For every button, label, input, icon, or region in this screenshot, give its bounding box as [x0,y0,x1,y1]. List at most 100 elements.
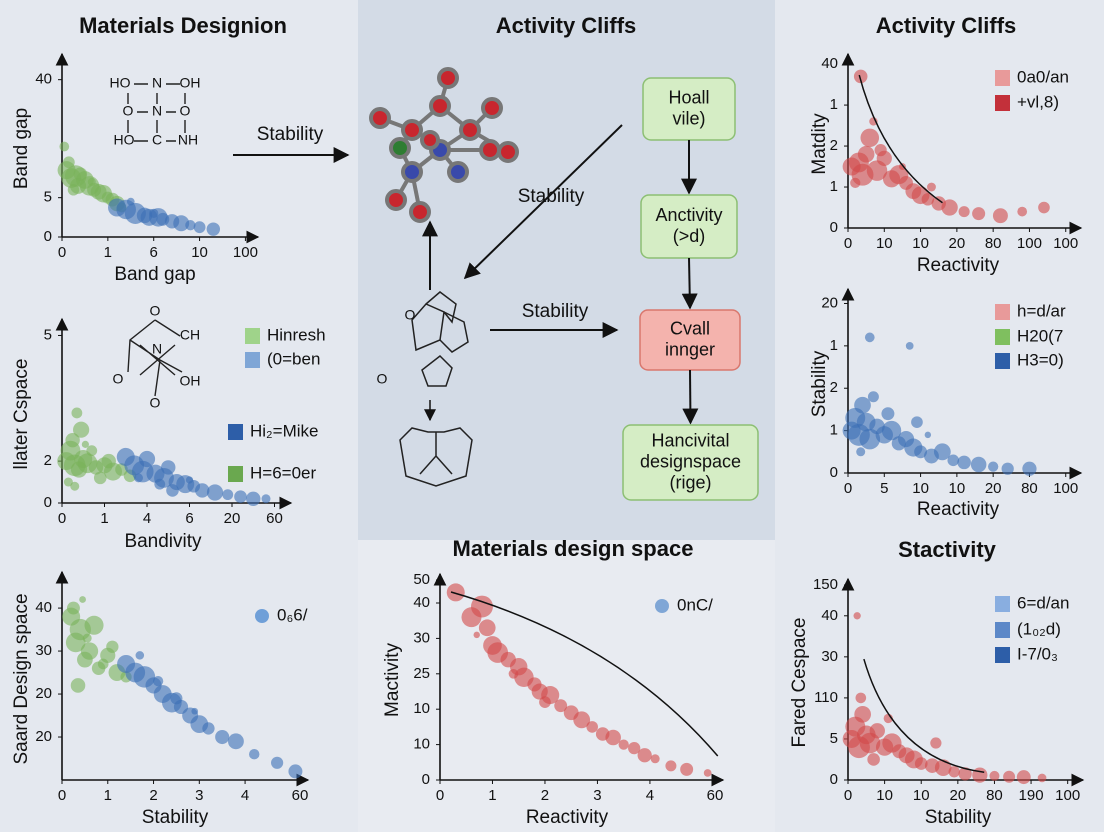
scatter-point [1016,770,1031,785]
scatter-point [914,445,928,459]
x-tick-label: 20 [985,480,1002,497]
legend-label: 0a0/an [1017,67,1069,86]
scatter-point [881,407,895,421]
legend-label: (1₀₂d) [1017,619,1061,638]
scatter-point [65,432,80,448]
x-tick-label: 4 [241,787,249,804]
scatter-point [650,754,660,764]
y-axis-label: Saard Design space [11,593,32,764]
scatter-point [446,583,465,602]
y-tick-label: 1 [830,96,838,113]
x-tick-label: 60 [292,787,309,804]
scatter-point [473,631,480,639]
x-axis-label: Reactivity [526,807,609,828]
legend-marker [655,599,669,613]
y-tick-label: 5 [44,326,52,343]
x-tick-label: 100 [1053,235,1078,252]
scatter-point [665,760,677,772]
legend-label: I-7/0₃ [1017,644,1058,663]
scatter-point [947,454,960,467]
y-tick-label: 40 [35,599,52,616]
node-label: (rige) [669,472,711,492]
node-label: innger [665,339,715,359]
chart-title: Materials Designion [79,13,287,38]
scatter-point [154,478,166,490]
scatter-point [972,207,986,221]
scatter-point [958,767,972,781]
scatter-point [234,490,247,504]
edge-label: Stability [518,186,585,207]
scatter-point [246,491,261,507]
x-tick-label: 100 [1055,787,1080,804]
scatter-point [79,596,86,603]
bottom-center-panel [358,540,775,832]
flow-node [622,424,759,501]
x-axis-label: Reactivity [917,255,1000,276]
y-tick-label: 0 [830,219,838,236]
y-tick-label: 10 [413,700,430,717]
scatter-point [63,156,75,169]
legend-marker [228,466,243,482]
y-tick-label: 20 [35,685,52,702]
y-axis-label: Matdity [809,113,830,175]
scatter-point [860,128,880,148]
scatter-point [881,420,902,441]
y-tick-label: 1 [830,422,838,439]
scatter-point [1037,773,1047,783]
scatter-point [957,455,971,470]
node-label: designspace [640,451,741,471]
legend-marker [995,70,1010,86]
x-axis-label: Reactivity [917,499,1000,520]
scatter-point [857,145,875,163]
y-axis-label: Band gap [11,108,32,189]
x-tick-label: 20 [224,510,241,527]
x-axis-label: Band gap [114,264,195,285]
scatter-point [70,678,86,693]
x-tick-label: 10 [191,244,208,261]
scatter-point [206,484,224,501]
scatter-point [84,615,104,635]
y-tick-label: 2 [44,452,52,469]
legend-label: Hi₂=Mike [250,421,318,440]
y-tick-label: 110 [814,689,838,706]
y-tick-label: 40 [821,607,838,624]
x-tick-label: 6 [185,510,193,527]
y-tick-label: 150 [813,576,838,593]
scatter-point [864,332,875,343]
scatter-point [539,696,551,708]
legend-marker [228,424,243,440]
scatter-point [1038,201,1050,214]
flow-arrow [682,369,699,425]
legend-label: H20(7 [1017,326,1063,345]
scatter-point [618,739,629,750]
y-axis-label: Mactivity [382,643,403,717]
scatter-point [988,461,999,472]
atom-label: HO [114,132,135,148]
y-tick-label: 40 [413,594,430,611]
node-label: (>d) [673,226,706,246]
atom-label: OH [180,373,201,389]
legend-marker [245,328,260,344]
scatter-point [249,749,260,760]
scatter-point [914,757,928,770]
molecule-model [369,67,519,223]
scatter-point [63,477,73,487]
arrow-label: Stability [257,124,324,145]
y-tick-label: 30 [35,642,52,659]
x-tick-label: 4 [646,787,654,804]
x-tick-label: 10 [949,480,966,497]
node-label: Hoall [668,87,709,107]
scatter-point [170,692,183,705]
x-tick-label: 1 [104,787,112,804]
y-tick-label: 0 [830,771,838,788]
atom-label: N [152,75,162,91]
atom-label: O [180,103,191,119]
y-tick-label: 5 [830,730,838,747]
scatter-point [135,651,145,660]
x-tick-label: 5 [880,480,888,497]
legend-marker [995,647,1010,663]
bond-lines [127,83,186,142]
scatter-point [856,447,866,457]
scatter-point [173,215,190,232]
atom-label: O [113,371,124,387]
